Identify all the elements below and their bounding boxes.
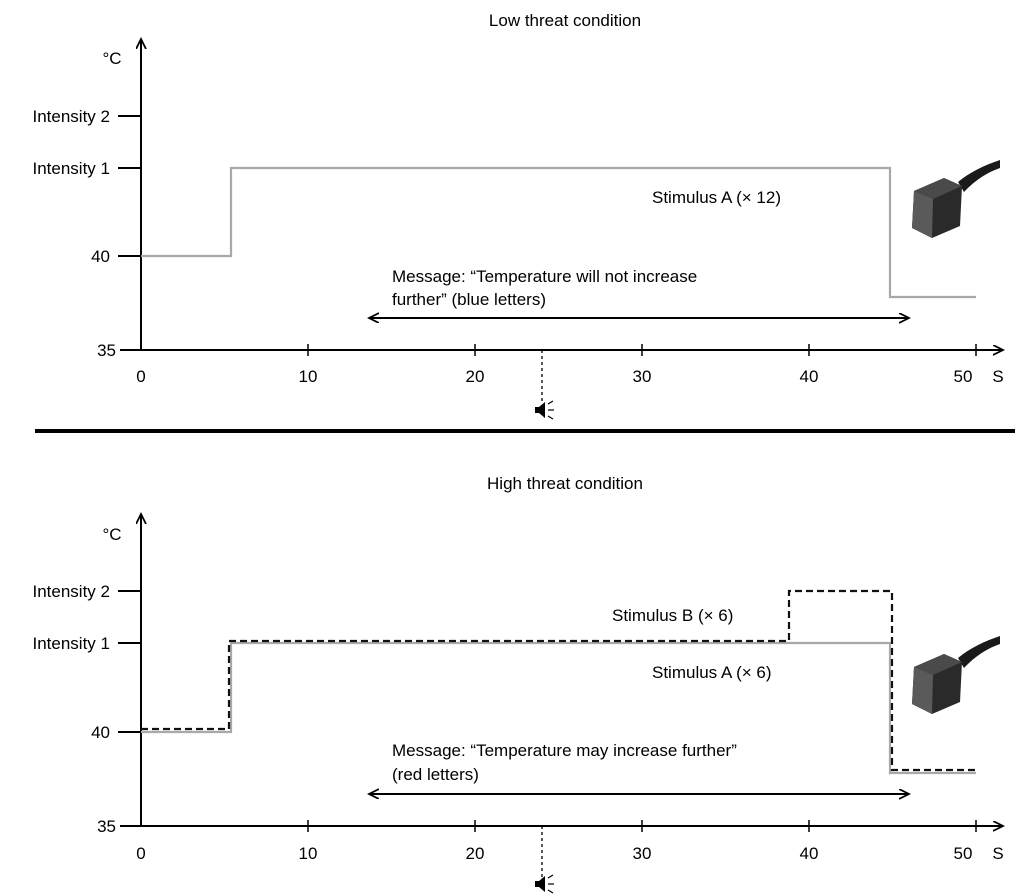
y-unit-label: °C	[102, 525, 121, 544]
thermode-device-icon	[912, 160, 1000, 238]
x-tick-label-0: 0	[136, 367, 145, 386]
x-tick-label-10: 10	[299, 367, 318, 386]
y-unit-label: °C	[102, 49, 121, 68]
x-tick-label-20: 20	[466, 844, 485, 863]
thermode-device-icon	[912, 636, 1000, 714]
x-tick-label-20: 20	[466, 367, 485, 386]
x-ticks	[307, 344, 977, 356]
x-tick-label-10: 10	[299, 844, 318, 863]
stimulus-a-label: Stimulus A (× 6)	[652, 663, 772, 682]
x-tick-label-30: 30	[633, 367, 652, 386]
low-threat-panel: Low threat condition °C Intensity 2 Inte…	[33, 11, 1004, 420]
y-tick-label-40: 40	[91, 247, 110, 266]
x-tick-label-30: 30	[633, 844, 652, 863]
panel-title: High threat condition	[487, 474, 643, 493]
x-tick-label-40: 40	[800, 844, 819, 863]
x-ticks	[307, 820, 977, 832]
x-unit-label: S	[992, 844, 1003, 863]
y-tick-label-intensity-2: Intensity 2	[33, 582, 111, 601]
stimulus-a-trace	[141, 166, 976, 299]
y-tick-label-35: 35	[97, 341, 116, 360]
panel-title: Low threat condition	[489, 11, 641, 30]
message-line-1: Message: “Temperature will not increase	[392, 267, 697, 286]
message-line-1: Message: “Temperature may increase furth…	[392, 741, 737, 760]
sound-icon	[535, 874, 554, 894]
y-tick-label-35: 35	[97, 817, 116, 836]
stimulus-b-label: Stimulus B (× 6)	[612, 606, 733, 625]
x-unit-label: S	[992, 367, 1003, 386]
sound-icon	[535, 400, 554, 420]
y-tick-label-intensity-1: Intensity 1	[33, 634, 111, 653]
x-tick-label-50: 50	[954, 367, 973, 386]
y-tick-label-intensity-2: Intensity 2	[33, 107, 111, 126]
y-tick-label-intensity-1: Intensity 1	[33, 159, 111, 178]
stimulus-a-trace	[141, 641, 976, 775]
message-line-2: (red letters)	[392, 765, 479, 784]
high-threat-panel: High threat condition °C Intensity 2 Int…	[33, 474, 1004, 894]
message-line-2: further” (blue letters)	[392, 290, 546, 309]
y-tick-label-40: 40	[91, 723, 110, 742]
x-tick-label-50: 50	[954, 844, 973, 863]
stimulus-b-trace	[141, 589, 976, 772]
stimulus-a-label: Stimulus A (× 12)	[652, 188, 781, 207]
x-tick-label-0: 0	[136, 844, 145, 863]
x-tick-label-40: 40	[800, 367, 819, 386]
